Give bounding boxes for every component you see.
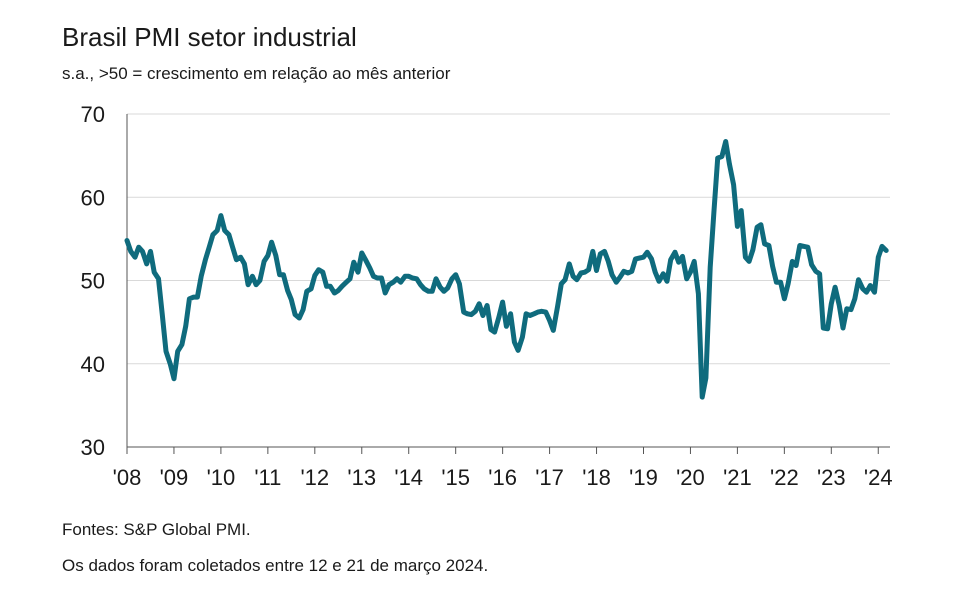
- x-tick-label: '12: [300, 465, 329, 490]
- pmi-line-chart: 30 40 50 60 70 '08 '09 '10 '11 '12 '13 '14 '15 '16 '1…: [81, 102, 893, 490]
- y-tick-label: 50: [81, 269, 105, 294]
- y-tick-label: 40: [81, 352, 105, 377]
- x-tick-label: '09: [160, 465, 189, 490]
- x-tick-label: '20: [676, 465, 705, 490]
- source-note: Fontes: S&P Global PMI.: [62, 520, 251, 539]
- y-tick-label: 70: [81, 102, 105, 127]
- y-tick-label: 30: [81, 435, 105, 460]
- x-tick-label: '18: [582, 465, 611, 490]
- chart-subtitle: s.a., >50 = crescimento em relação ao mê…: [62, 64, 451, 83]
- x-axis: '08 '09 '10 '11 '12 '13 '14 '15 '16 '17 '18 '19 '20 '…: [113, 446, 893, 490]
- x-tick-label: '22: [770, 465, 799, 490]
- x-tick-label: '17: [535, 465, 564, 490]
- x-tick-label: '16: [488, 465, 517, 490]
- chart-title: Brasil PMI setor industrial: [62, 22, 357, 52]
- y-tick-label: 60: [81, 185, 105, 210]
- x-tick-label: '14: [394, 465, 423, 490]
- x-tick-label: '19: [629, 465, 658, 490]
- x-tick-label: '11: [254, 465, 281, 490]
- x-tick-label: '10: [207, 465, 236, 490]
- x-tick-label: '15: [441, 465, 470, 490]
- series-line-pmi: [124, 139, 889, 400]
- x-tick-label: '13: [347, 465, 376, 490]
- x-tick-label: '21: [723, 465, 752, 490]
- x-tick-label: '23: [817, 465, 846, 490]
- x-tick-label: '24: [864, 465, 893, 490]
- x-tick-label: '08: [113, 465, 142, 490]
- y-axis: 30 40 50 60 70: [81, 102, 128, 460]
- collection-note: Os dados foram coletados entre 12 e 21 d…: [62, 556, 489, 575]
